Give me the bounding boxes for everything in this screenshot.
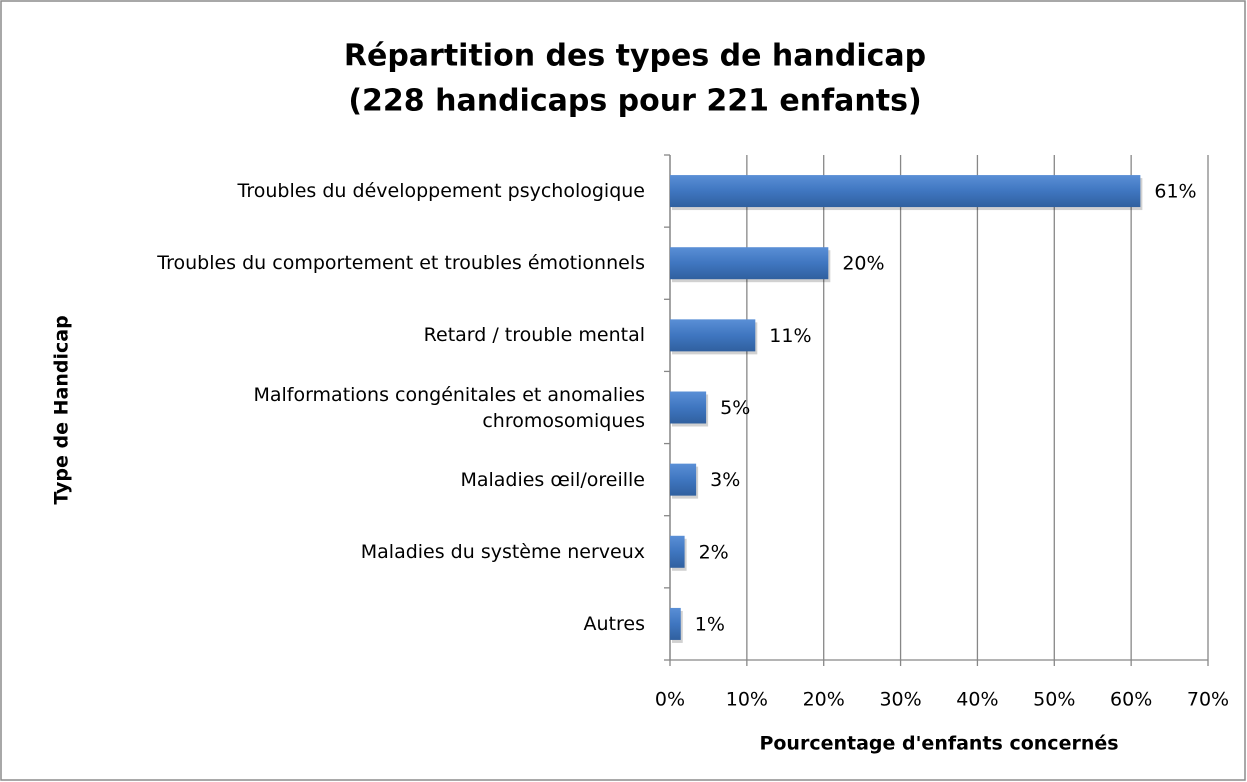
x-tick-label: 70% [1187, 689, 1229, 711]
x-tick-label: 50% [1033, 689, 1075, 711]
bar [670, 607, 681, 640]
y-tick-label: Autres [583, 612, 645, 635]
bar [670, 319, 756, 352]
y-axis-title: Type de Handicap [51, 315, 73, 504]
x-tick-label: 10% [726, 689, 768, 711]
y-tick-label: Malformations congénitales et anomalies … [253, 383, 645, 432]
chart-title: Répartition des types de handicap [344, 39, 926, 74]
bar [670, 175, 1141, 208]
data-label: 20% [842, 253, 884, 275]
data-label: 1% [695, 613, 725, 635]
x-tick-label: 60% [1110, 689, 1152, 711]
bar [670, 247, 829, 280]
bar [670, 535, 685, 568]
data-label: 11% [769, 325, 811, 347]
data-label: 61% [1154, 181, 1196, 203]
x-tick-label: 40% [956, 689, 998, 711]
bar [670, 463, 697, 496]
y-tick-label: Maladies œil/oreille [460, 468, 645, 491]
data-label: 2% [699, 541, 729, 563]
x-tick-label: 20% [803, 689, 845, 711]
x-axis-title: Pourcentage d'enfants concernés [759, 733, 1118, 755]
data-label: 3% [710, 469, 740, 491]
x-tick-label: 0% [655, 689, 685, 711]
y-tick-label: Maladies du système nerveux [360, 540, 645, 563]
x-tick-label: 30% [879, 689, 921, 711]
y-tick-label: Troubles du comportement et troubles émo… [157, 252, 645, 275]
chart-subtitle: (228 handicaps pour 221 enfants) [348, 84, 921, 119]
data-label: 5% [720, 397, 750, 419]
bar [670, 391, 707, 424]
y-tick-label: Retard / trouble mental [423, 324, 645, 347]
y-tick-label: Troubles du développement psychologique [237, 180, 645, 203]
